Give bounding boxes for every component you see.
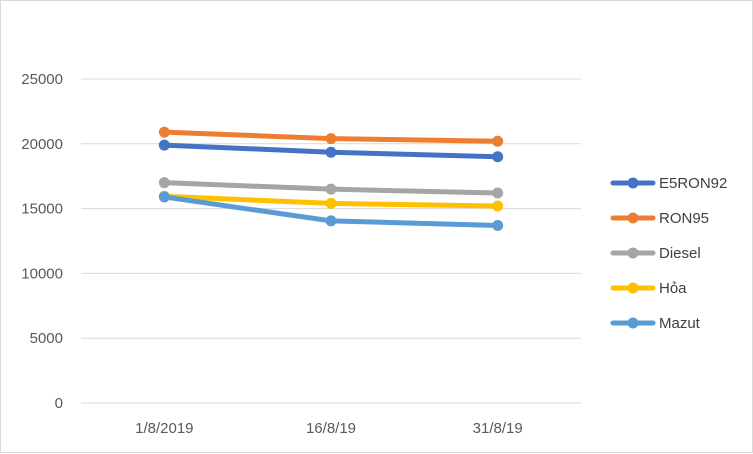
data-point [158,126,170,138]
legend-label: E5RON92 [659,175,727,192]
x-tick-label: 31/8/19 [473,420,523,437]
data-point [325,183,337,195]
legend-swatch-marker [627,282,639,294]
y-tick-label: 20000 [21,136,63,153]
x-tick-label: 1/8/2019 [135,420,193,437]
y-tick-label: 25000 [21,71,63,88]
data-point [158,191,170,203]
y-tick-label: 5000 [30,330,63,347]
legend-label: Diesel [659,245,701,262]
y-tick-label: 15000 [21,201,63,218]
data-point [325,215,337,227]
data-point [158,177,170,189]
data-point [492,219,504,231]
legend-label: Hỏa [659,280,687,297]
legend-label: Mazut [659,315,701,332]
legend-label: RON95 [659,210,709,227]
data-point [492,135,504,147]
legend-swatch-marker [627,317,639,329]
x-axis-tick-labels: 1/8/2019 16/8/19 31/8/19 [135,420,523,437]
series-lines [158,126,504,231]
data-point [158,139,170,151]
y-tick-label: 0 [55,395,63,412]
x-tick-label: 16/8/19 [306,420,356,437]
gridlines [81,78,581,404]
data-point [325,146,337,158]
legend-swatch-marker [627,212,639,224]
data-point [492,200,504,212]
legend: E5RON92 RON95 Diesel Hỏa Mazut [610,175,727,332]
y-axis-tick-labels: 0 5000 10000 15000 20000 25000 [21,71,63,412]
data-point [492,151,504,163]
data-point [492,187,504,199]
data-point [325,133,337,145]
legend-swatch-marker [627,177,639,189]
data-point [325,197,337,209]
legend-swatch-marker [627,247,639,259]
y-tick-label: 10000 [21,265,63,282]
